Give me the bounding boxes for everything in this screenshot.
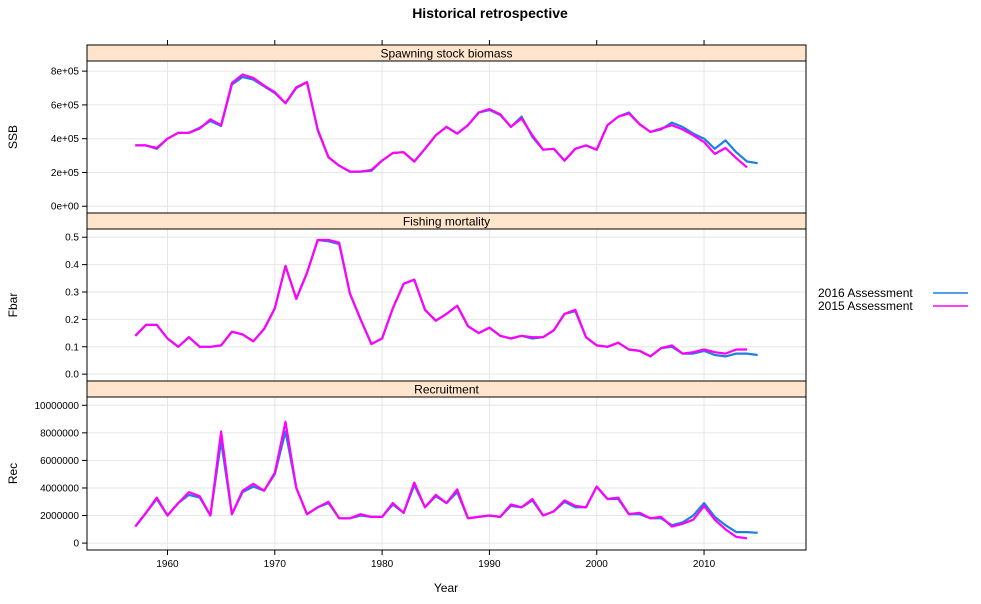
y-tick-label: 4e+05 (51, 134, 80, 145)
series-line-fbar-2016-assessment (134, 238, 758, 358)
series-line-ssb-2016-assessment (135, 75, 758, 173)
panel-rec: Recruitment 0 2000000 4000000 6000000 8000000… (6, 380, 807, 551)
x-axis-label: Year (434, 581, 458, 595)
y-axis-label-fbar: Fbar (6, 293, 20, 318)
x-tick-label: 1990 (478, 559, 501, 570)
legend-label-2015-assessment: 2015 Assessment (818, 299, 913, 313)
panels: Spawning stock biomass 0e+00 2e+05 4e+05 6e+… (6, 44, 807, 551)
y-tick-label: 0.4 (65, 260, 79, 271)
series-line-rec-2015-assessment (134, 420, 748, 540)
y-tick-label: 2000000 (40, 511, 79, 522)
y-tick-label: 0.3 (65, 287, 79, 298)
strip-label-fbar: Fishing mortality (403, 215, 490, 229)
panel-fbar: Fishing mortality 0.0 0.1 0.2 0.3 0.4 0.5 Fbar (6, 212, 807, 382)
y-tick-label: 0.1 (65, 342, 79, 353)
series-line-fbar-2015-assessment (134, 238, 747, 358)
panel-frame-rec (86, 396, 807, 551)
y-tick-label: 10000000 (35, 401, 80, 412)
x-tick-label: 1970 (264, 559, 287, 570)
strip-label-ssb: Spawning stock biomass (380, 47, 512, 61)
x-axis: 1960 1970 1980 1990 2000 2010 (156, 40, 716, 570)
y-tick-label: 0 (73, 539, 79, 550)
y-tick-label: 4000000 (40, 483, 79, 494)
y-axis-label-rec: Rec (6, 463, 20, 484)
y-tick-label: 8000000 (40, 428, 79, 439)
legend-label-2016-assessment: 2016 Assessment (818, 286, 913, 300)
x-tick-label: 1980 (371, 559, 394, 570)
chart-title: Historical retrospective (412, 5, 568, 21)
y-tick-label: 6e+05 (51, 100, 80, 111)
y-tick-label: 0.5 (65, 233, 79, 244)
y-tick-label: 0e+00 (51, 202, 80, 213)
y-axis-label-ssb: SSB (6, 125, 20, 149)
y-tick-label: 2e+05 (51, 168, 80, 179)
x-tick-label: 2000 (586, 559, 609, 570)
strip-label-rec: Recruitment (414, 383, 479, 397)
x-tick-label: 1960 (156, 559, 179, 570)
y-tick-label: 6000000 (40, 456, 79, 467)
y-tick-label: 0.2 (65, 315, 79, 326)
y-tick-label: 0.0 (65, 370, 79, 381)
series-line-ssb-2015-assessment (135, 73, 748, 173)
panel-frame-fbar (86, 228, 807, 382)
panel-ssb: Spawning stock biomass 0e+00 2e+05 4e+05 6e+… (6, 44, 807, 214)
x-tick-label: 2010 (693, 559, 716, 570)
y-tick-label: 8e+05 (51, 67, 80, 78)
